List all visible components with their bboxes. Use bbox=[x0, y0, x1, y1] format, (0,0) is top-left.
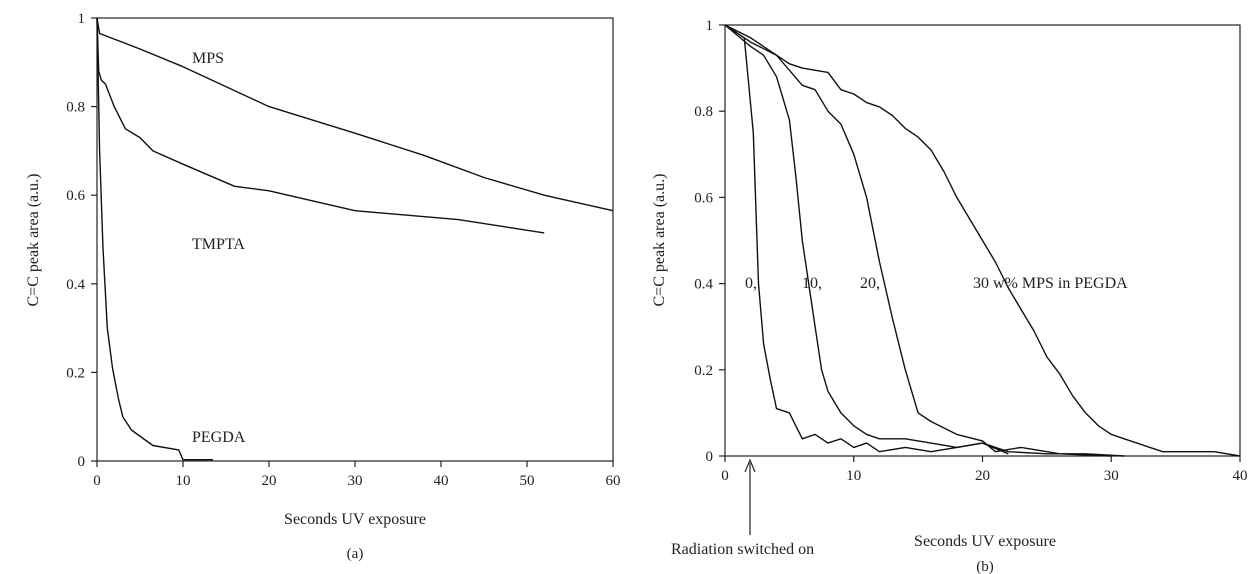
radiation-switched-on-label: Radiation switched on bbox=[671, 541, 814, 558]
x-tick-label: 30 bbox=[348, 473, 363, 489]
y-tick-label: 0 bbox=[78, 454, 86, 470]
series-label-20: 20, bbox=[860, 275, 880, 292]
panel-a: 0 10 20 30 40 50 60 0 0.2 0.4 0.6 0.8 1 MPS TMPTA PE… bbox=[25, 11, 621, 562]
series-line-20 bbox=[724, 24, 1112, 457]
panel-a-series bbox=[96, 17, 614, 461]
y-tick-label: 0.4 bbox=[694, 277, 713, 293]
panel-a-ticks: 0 10 20 30 40 50 60 0 0.2 0.4 0.6 0.8 1 bbox=[66, 11, 620, 489]
radiation-arrow bbox=[744, 458, 756, 535]
x-tick-label: 20 bbox=[262, 473, 277, 489]
x-tick-label: 0 bbox=[721, 468, 729, 484]
x-tick-label: 0 bbox=[93, 473, 101, 489]
x-tick-label: 30 bbox=[1104, 468, 1119, 484]
series-label-10: 10, bbox=[802, 275, 822, 292]
series-line-10 bbox=[724, 24, 1125, 457]
x-tick-label: 50 bbox=[520, 473, 535, 489]
y-tick-label: 0.8 bbox=[694, 104, 713, 120]
panel-a-x-axis-label: Seconds UV exposure bbox=[284, 511, 426, 528]
series-label-pegda: PEGDA bbox=[192, 429, 246, 446]
x-tick-label: 10 bbox=[846, 468, 861, 484]
series-label-0: 0, bbox=[745, 275, 757, 292]
series-line-30 bbox=[724, 24, 1241, 457]
panel-a-y-axis-label: C=C peak area (a.u.) bbox=[25, 174, 42, 307]
series-line-pegda bbox=[96, 17, 214, 461]
y-tick-label: 0.6 bbox=[66, 188, 85, 204]
panel-a-plot-frame bbox=[96, 17, 614, 462]
y-tick-label: 0.6 bbox=[694, 190, 713, 206]
y-tick-label: 1 bbox=[78, 11, 86, 27]
y-tick-label: 0.2 bbox=[66, 365, 85, 381]
x-tick-label: 20 bbox=[975, 468, 990, 484]
panel-b-ticks: 0 10 20 30 40 0 0.2 0.4 0.6 0.8 1 bbox=[694, 18, 1247, 484]
series-label-tmpta: TMPTA bbox=[192, 236, 245, 253]
x-tick-label: 40 bbox=[1233, 468, 1248, 484]
series-line-tmpta bbox=[96, 17, 545, 234]
panel-b-label: (b) bbox=[976, 559, 994, 574]
series-line-0 bbox=[724, 24, 1009, 455]
panel-b-x-axis-label: Seconds UV exposure bbox=[914, 533, 1056, 550]
x-tick-label: 40 bbox=[434, 473, 449, 489]
y-tick-label: 0 bbox=[706, 449, 714, 465]
y-tick-label: 0.2 bbox=[694, 363, 713, 379]
panel-b-y-axis-label: C=C peak area (a.u.) bbox=[651, 174, 668, 307]
x-tick-label: 10 bbox=[176, 473, 191, 489]
y-tick-label: 0.4 bbox=[66, 277, 85, 293]
x-tick-label: 60 bbox=[606, 473, 621, 489]
panel-b: 0 10 20 30 40 0 0.2 0.4 0.6 0.8 1 0, 10, 20, 30 w%… bbox=[651, 18, 1248, 574]
series-line-mps bbox=[96, 17, 614, 212]
panel-b-series bbox=[724, 24, 1241, 457]
panel-a-label: (a) bbox=[347, 546, 364, 562]
y-tick-label: 1 bbox=[706, 18, 714, 34]
y-tick-label: 0.8 bbox=[66, 100, 85, 116]
series-label-30-mps: 30 w% MPS in PEGDA bbox=[973, 275, 1128, 292]
series-label-mps: MPS bbox=[192, 50, 224, 67]
